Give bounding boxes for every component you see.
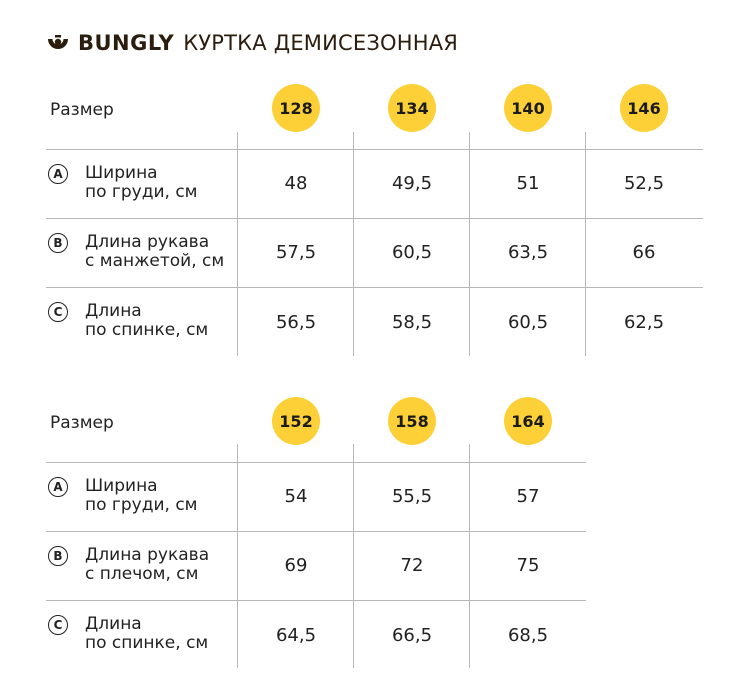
row-label-line: Ширина <box>85 163 158 183</box>
size-badge: 146 <box>620 84 668 132</box>
column-divider <box>585 132 586 356</box>
value-cell: 60,5 <box>507 312 549 333</box>
size-badge: 134 <box>388 84 436 132</box>
row-divider <box>46 600 586 601</box>
value-cell: 63,5 <box>507 242 549 263</box>
row-letter-badge: C <box>48 302 68 322</box>
row-letter-badge: B <box>48 233 68 253</box>
row-letter-badge: C <box>48 615 68 635</box>
row-label: Длина рукава с плечом, см <box>85 546 209 584</box>
row-label: Длина рукава с манжетой, см <box>85 233 224 271</box>
value-cell: 66,5 <box>391 625 433 646</box>
row-label-line: Длина рукава <box>85 232 210 252</box>
row-letter-badge: B <box>48 546 68 566</box>
row-label-line: по спинке, см <box>85 320 209 340</box>
row-label-line: Длина <box>85 614 142 634</box>
row-label-line: по груди, см <box>85 495 198 515</box>
value-cell: 55,5 <box>391 486 433 507</box>
row-divider <box>46 149 703 150</box>
row-letter-badge: A <box>48 164 68 184</box>
value-cell: 64,5 <box>275 625 317 646</box>
row-letter-badge: A <box>48 477 68 497</box>
row-label: Ширина по груди, см <box>85 477 197 515</box>
column-divider <box>353 132 354 356</box>
row-label-line: Длина <box>85 301 142 321</box>
value-cell: 62,5 <box>623 312 665 333</box>
row-label-line: по спинке, см <box>85 633 209 653</box>
column-divider <box>469 132 470 356</box>
value-cell: 69 <box>284 555 308 576</box>
value-cell: 57,5 <box>275 242 317 263</box>
row-label-line: с манжетой, см <box>85 251 225 271</box>
column-divider <box>469 444 470 668</box>
size-badge: 140 <box>504 84 552 132</box>
value-cell: 66 <box>632 242 656 263</box>
value-cell: 49,5 <box>391 173 433 194</box>
column-divider <box>237 132 238 356</box>
value-cell: 56,5 <box>275 312 317 333</box>
value-cell: 75 <box>516 555 540 576</box>
size-badge: 164 <box>504 397 552 445</box>
row-divider <box>46 462 586 463</box>
size-label: Размер <box>50 413 114 433</box>
row-label-line: Ширина <box>85 476 158 496</box>
value-cell: 57 <box>516 486 540 507</box>
value-cell: 51 <box>516 173 540 194</box>
brand-name: BUNGLY <box>78 31 175 55</box>
column-divider <box>353 444 354 668</box>
bungly-logo-icon <box>48 35 68 49</box>
value-cell: 52,5 <box>623 173 665 194</box>
value-cell: 54 <box>284 486 308 507</box>
row-label: Ширина по груди, см <box>85 164 197 202</box>
value-cell: 72 <box>400 555 424 576</box>
header: BUNGLY КУРТКА ДЕМИСЕЗОННАЯ <box>46 28 458 58</box>
size-badge: 158 <box>388 397 436 445</box>
row-label: Длина по спинке, см <box>85 302 208 340</box>
row-divider <box>46 531 586 532</box>
row-label: Длина по спинке, см <box>85 615 208 653</box>
size-label: Размер <box>50 100 114 120</box>
column-divider <box>237 444 238 668</box>
row-label-line: по груди, см <box>85 182 198 202</box>
row-divider <box>46 218 703 219</box>
value-cell: 60,5 <box>391 242 433 263</box>
value-cell: 58,5 <box>391 312 433 333</box>
size-badge: 152 <box>272 397 320 445</box>
row-label-line: Длина рукава <box>85 545 210 565</box>
value-cell: 48 <box>284 173 308 194</box>
row-divider <box>46 287 703 288</box>
product-title: КУРТКА ДЕМИСЕЗОННАЯ <box>183 31 459 55</box>
size-badge: 128 <box>272 84 320 132</box>
value-cell: 68,5 <box>507 625 549 646</box>
row-label-line: с плечом, см <box>85 564 199 584</box>
